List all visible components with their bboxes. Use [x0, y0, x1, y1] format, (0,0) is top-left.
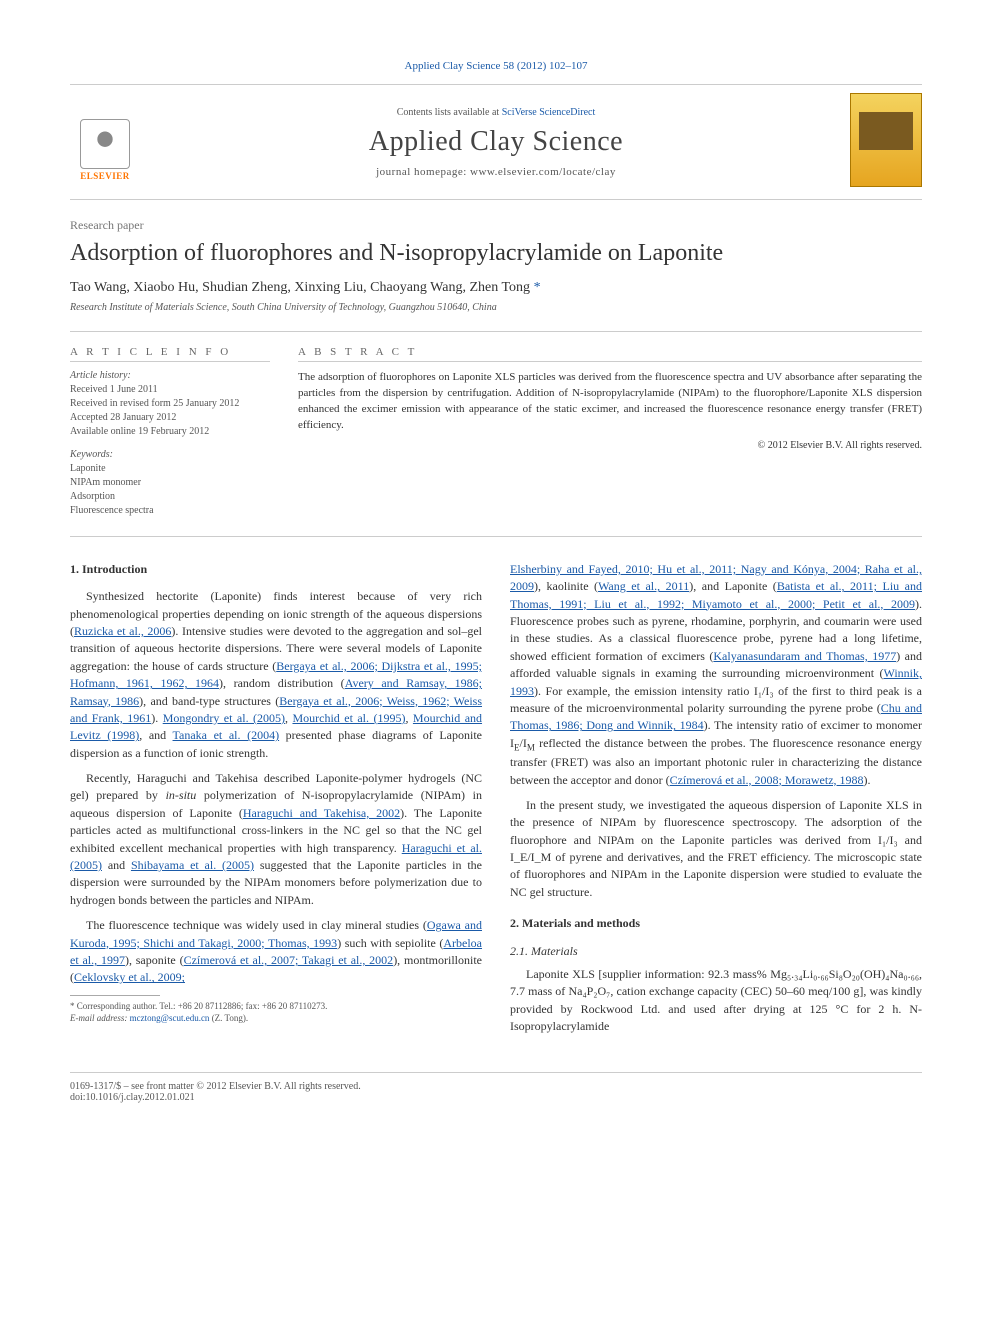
- article-info: A R T I C L E I N F O Article history: R…: [70, 346, 270, 518]
- contents-line: Contents lists available at SciVerse Sci…: [155, 107, 837, 118]
- paragraph: Recently, Haraguchi and Takehisa describ…: [70, 770, 482, 909]
- corresponding-note: * Corresponding author. Tel.: +86 20 871…: [70, 1000, 482, 1013]
- citation-link[interactable]: Ruzicka et al., 2006: [74, 624, 171, 638]
- section-mm-heading: 2. Materials and methods: [510, 915, 922, 932]
- paragraph: Elsherbiny and Fayed, 2010; Hu et al., 2…: [510, 561, 922, 789]
- abstract-text: The adsorption of fluorophores on Laponi…: [298, 370, 922, 434]
- paragraph: The fluorescence technique was widely us…: [70, 917, 482, 987]
- cover-link[interactable]: [850, 175, 922, 190]
- citation-link[interactable]: Haraguchi and Takehisa, 2002: [243, 806, 400, 820]
- abstract-heading: A B S T R A C T: [298, 346, 922, 362]
- footnote-rule: [70, 995, 160, 996]
- body-columns: 1. Introduction Synthesized hectorite (L…: [70, 561, 922, 1044]
- paragraph: Laponite XLS [supplier information: 92.3…: [510, 966, 922, 1036]
- keywords-block: Laponite NIPAm monomer Adsorption Fluore…: [70, 462, 270, 518]
- authors: Tao Wang, Xiaobo Hu, Shudian Zheng, Xinx…: [70, 280, 922, 296]
- journal-homepage: journal homepage: www.elsevier.com/locat…: [155, 166, 837, 178]
- journal-name: Applied Clay Science: [155, 126, 837, 158]
- journal-header: ELSEVIER Contents lists available at Sci…: [70, 84, 922, 200]
- journal-center: Contents lists available at SciVerse Sci…: [155, 107, 837, 178]
- article-title: Adsorption of fluorophores and N-isoprop…: [70, 239, 922, 268]
- contents-pre: Contents lists available at: [397, 107, 502, 118]
- citation-link[interactable]: Applied Clay Science 58 (2012) 102–107: [405, 60, 588, 72]
- doi-line: doi:10.1016/j.clay.2012.01.021: [70, 1092, 922, 1103]
- page-footer: 0169-1317/$ – see front matter © 2012 El…: [70, 1072, 922, 1103]
- citation-link[interactable]: Mongondry et al. (2005): [163, 711, 285, 725]
- page: Applied Clay Science 58 (2012) 102–107 E…: [0, 0, 992, 1143]
- email-line: E-mail address: mcztong@scut.edu.cn (Z. …: [70, 1012, 482, 1025]
- abstract-block: A B S T R A C T The adsorption of fluoro…: [298, 346, 922, 518]
- author-names: Tao Wang, Xiaobo Hu, Shudian Zheng, Xinx…: [70, 280, 534, 295]
- paper-type: Research paper: [70, 218, 922, 233]
- citation-link[interactable]: Mourchid et al. (1995): [292, 711, 405, 725]
- paragraph: In the present study, we investigated th…: [510, 797, 922, 901]
- scidirect-link[interactable]: SciVerse ScienceDirect: [502, 107, 596, 118]
- history-heading: Article history:: [70, 370, 270, 381]
- citation-link[interactable]: Czímerová et al., 2008; Morawetz, 1988: [670, 773, 864, 787]
- cover-block: [837, 93, 922, 191]
- citation-link[interactable]: Wang et al., 2011: [598, 579, 689, 593]
- abstract-copyright: © 2012 Elsevier B.V. All rights reserved…: [298, 440, 922, 451]
- footnote-block: * Corresponding author. Tel.: +86 20 871…: [70, 995, 482, 1025]
- elsevier-label: ELSEVIER: [80, 171, 130, 181]
- paragraph: Synthesized hectorite (Laponite) finds i…: [70, 588, 482, 762]
- info-heading: A R T I C L E I N F O: [70, 346, 270, 362]
- issn-line: 0169-1317/$ – see front matter © 2012 El…: [70, 1081, 922, 1092]
- elsevier-logo-icon: ELSEVIER: [70, 103, 140, 181]
- citation-link[interactable]: Ceklovsky et al., 2009;: [74, 970, 185, 984]
- subsection-materials-heading: 2.1. Materials: [510, 943, 922, 960]
- meta-row: A R T I C L E I N F O Article history: R…: [70, 331, 922, 537]
- section-intro-heading: 1. Introduction: [70, 561, 482, 578]
- journal-cover-icon: [850, 93, 922, 187]
- header-citation: Applied Clay Science 58 (2012) 102–107: [70, 60, 922, 72]
- citation-link[interactable]: Tanaka et al. (2004): [173, 728, 280, 742]
- elsevier-tree-icon: [80, 119, 130, 169]
- email-link[interactable]: mcztong@scut.edu.cn: [130, 1013, 210, 1023]
- citation-link[interactable]: Kalyanasundaram and Thomas, 1977: [713, 649, 896, 663]
- affiliation: Research Institute of Materials Science,…: [70, 302, 922, 313]
- history-block: Received 1 June 2011 Received in revised…: [70, 383, 270, 439]
- right-column: Elsherbiny and Fayed, 2010; Hu et al., 2…: [510, 561, 922, 1044]
- citation-link[interactable]: Shibayama et al. (2005): [131, 858, 254, 872]
- left-column: 1. Introduction Synthesized hectorite (L…: [70, 561, 482, 1044]
- corresponding-marker-link[interactable]: *: [534, 280, 541, 295]
- keywords-heading: Keywords:: [70, 449, 270, 460]
- publisher-logo-block: ELSEVIER: [70, 103, 155, 181]
- citation-link[interactable]: Czímerová et al., 2007; Takagi et al., 2…: [184, 953, 394, 967]
